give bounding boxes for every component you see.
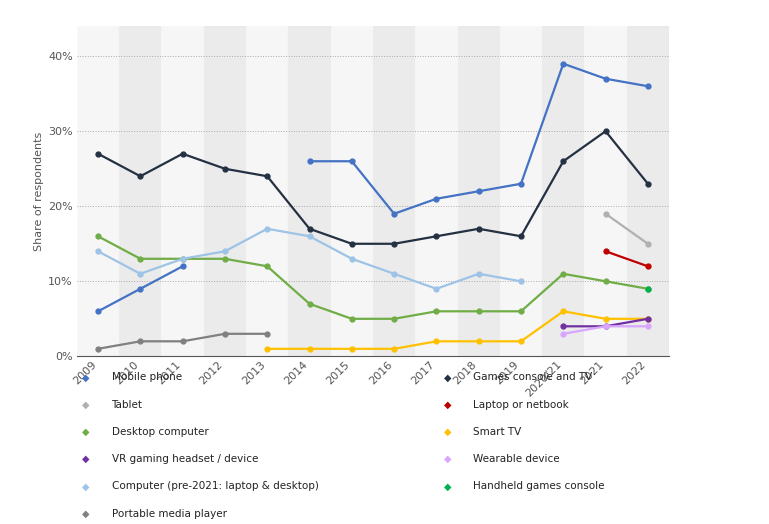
- Text: Handheld games console: Handheld games console: [473, 481, 604, 492]
- Text: ◆: ◆: [82, 481, 90, 492]
- Bar: [627, 26, 669, 356]
- Bar: [204, 26, 246, 356]
- Text: ◆: ◆: [444, 481, 451, 492]
- Y-axis label: Share of respondents: Share of respondents: [34, 132, 44, 251]
- Text: Portable media player: Portable media player: [112, 508, 227, 519]
- Text: Smart TV: Smart TV: [473, 427, 521, 437]
- Bar: [415, 26, 458, 356]
- Text: ◆: ◆: [82, 372, 90, 383]
- Text: ◆: ◆: [444, 372, 451, 383]
- Text: VR gaming headset / device: VR gaming headset / device: [112, 454, 258, 464]
- Text: Laptop or netbook: Laptop or netbook: [473, 399, 569, 410]
- Text: Computer (pre-2021: laptop & desktop): Computer (pre-2021: laptop & desktop): [112, 481, 318, 492]
- Text: ◆: ◆: [444, 399, 451, 410]
- Text: ◆: ◆: [82, 454, 90, 464]
- Bar: [288, 26, 331, 356]
- Text: ◆: ◆: [82, 508, 90, 519]
- Text: Mobile phone: Mobile phone: [112, 372, 181, 383]
- Bar: [542, 26, 584, 356]
- Bar: [458, 26, 500, 356]
- Text: Tablet: Tablet: [112, 399, 142, 410]
- Bar: [331, 26, 373, 356]
- Bar: [500, 26, 542, 356]
- Text: Desktop computer: Desktop computer: [112, 427, 208, 437]
- Text: Games console and TV: Games console and TV: [473, 372, 592, 383]
- Text: ◆: ◆: [82, 399, 90, 410]
- Bar: [161, 26, 204, 356]
- Text: Wearable device: Wearable device: [473, 454, 560, 464]
- Bar: [77, 26, 119, 356]
- Bar: [246, 26, 288, 356]
- Text: ◆: ◆: [444, 454, 451, 464]
- Bar: [373, 26, 415, 356]
- Bar: [584, 26, 627, 356]
- Text: ◆: ◆: [82, 427, 90, 437]
- Bar: [119, 26, 161, 356]
- Text: ◆: ◆: [444, 427, 451, 437]
